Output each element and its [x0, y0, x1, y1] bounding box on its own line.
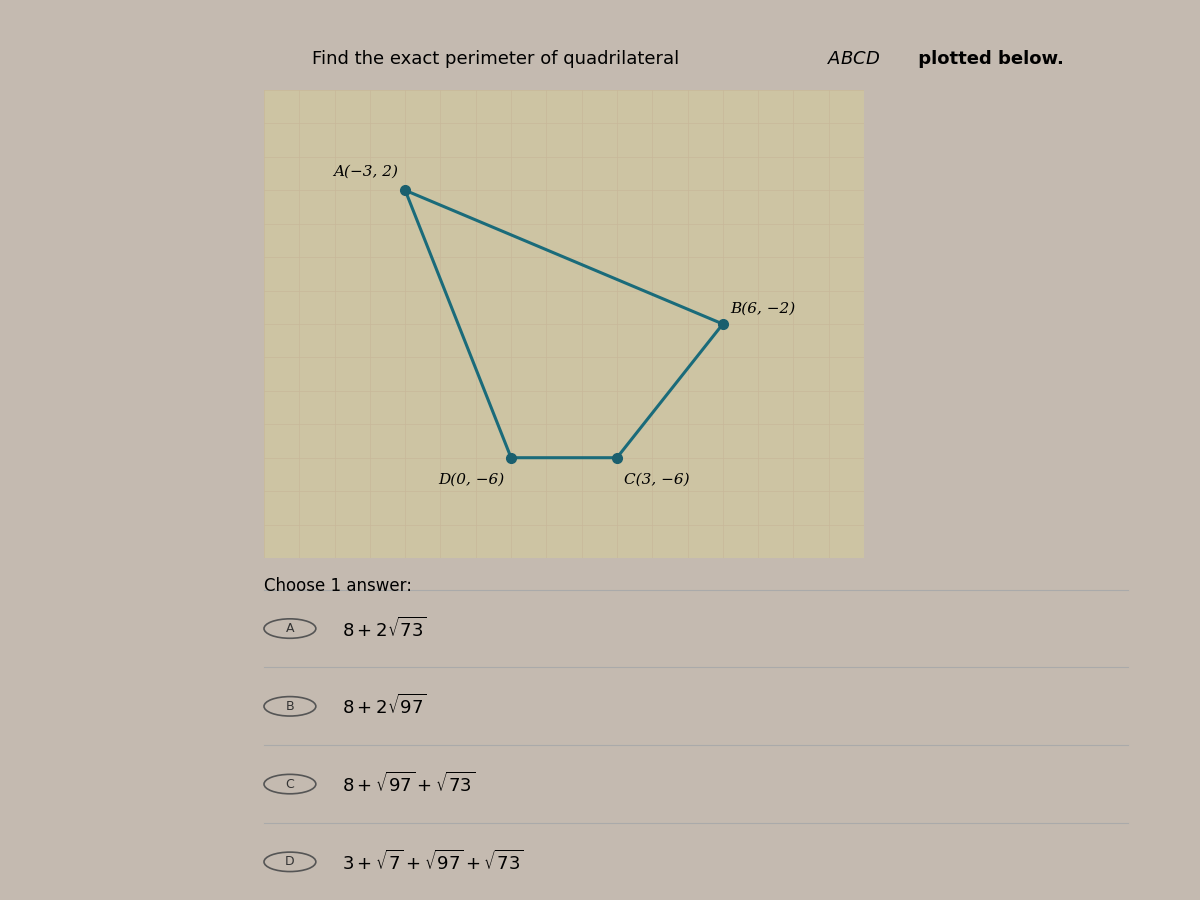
Text: $3 + \sqrt{7} + \sqrt{97} + \sqrt{73}$: $3 + \sqrt{7} + \sqrt{97} + \sqrt{73}$ [342, 850, 523, 874]
Text: plotted below.: plotted below. [912, 50, 1064, 68]
Text: C: C [286, 778, 294, 790]
Text: Choose 1 answer:: Choose 1 answer: [264, 577, 412, 595]
Text: $\mathit{ABCD}$: $\mathit{ABCD}$ [827, 50, 880, 68]
Text: $8 + 2\sqrt{73}$: $8 + 2\sqrt{73}$ [342, 616, 427, 641]
Text: B(6, −2): B(6, −2) [730, 302, 796, 316]
Text: $8 + 2\sqrt{97}$: $8 + 2\sqrt{97}$ [342, 694, 427, 718]
Text: D(0, −6): D(0, −6) [438, 472, 504, 487]
Text: $8 + \sqrt{97} + \sqrt{73}$: $8 + \sqrt{97} + \sqrt{73}$ [342, 772, 475, 796]
Text: C(3, −6): C(3, −6) [624, 472, 690, 487]
Text: A(−3, 2): A(−3, 2) [334, 165, 398, 178]
Text: A: A [286, 622, 294, 635]
Text: D: D [286, 855, 295, 868]
Text: Find the exact perimeter of quadrilateral: Find the exact perimeter of quadrilatera… [312, 50, 685, 68]
Text: B: B [286, 700, 294, 713]
